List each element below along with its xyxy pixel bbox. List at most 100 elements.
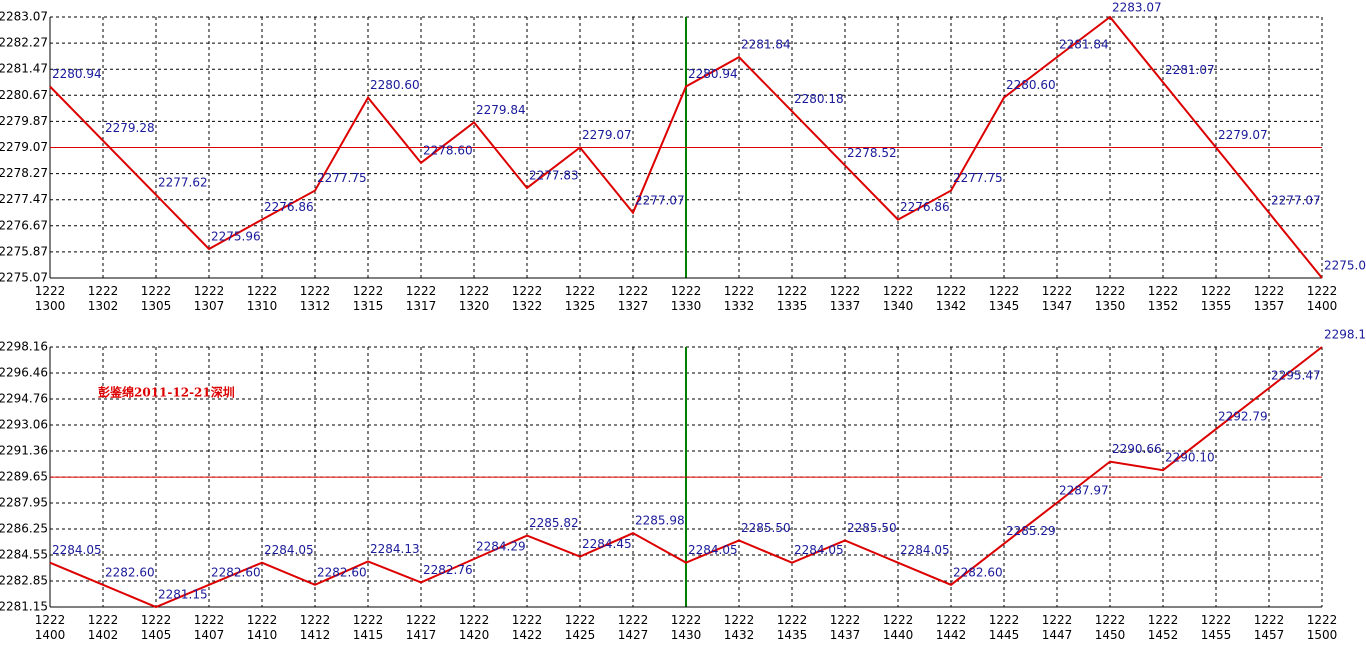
x-tick-label: 1222 1422 — [511, 613, 543, 642]
data-label: 2280.60 — [370, 78, 420, 92]
x-tick-label: 1222 1327 — [617, 284, 649, 313]
data-label: 2290.10 — [1165, 451, 1215, 465]
data-label: 2290.66 — [1112, 442, 1162, 456]
y-tick-label: 2280.67 — [0, 88, 48, 102]
data-label: 2277.07 — [635, 193, 685, 207]
x-tick-label: 1222 1417 — [405, 613, 437, 642]
x-tick-label: 1222 1405 — [140, 613, 172, 642]
data-label: 2285.50 — [847, 521, 897, 535]
annotation: 彭鉴绵2011-12-21深圳 — [98, 385, 235, 400]
x-tick-label: 1222 1357 — [1253, 284, 1285, 313]
x-tick-label: 1222 1450 — [1094, 613, 1126, 642]
data-label: 2282.76 — [423, 563, 473, 577]
y-tick-label: 2275.87 — [0, 244, 48, 258]
x-tick-label: 1222 1427 — [617, 613, 649, 642]
x-tick-label: 1222 1400 — [1306, 284, 1338, 313]
x-tick-label: 1222 1445 — [988, 613, 1020, 642]
data-label: 2295.47 — [1271, 369, 1321, 383]
data-label: 2285.29 — [1006, 524, 1056, 538]
data-label: 2298.16 — [1324, 328, 1366, 342]
data-label: 2282.60 — [211, 565, 261, 579]
x-tick-label: 1222 1457 — [1253, 613, 1285, 642]
x-tick-label: 1222 1300 — [34, 284, 66, 313]
x-tick-label: 1222 1352 — [1147, 284, 1179, 313]
data-label: 2277.07 — [1271, 193, 1321, 207]
y-tick-label: 2276.67 — [0, 218, 48, 232]
x-tick-label: 1222 1305 — [140, 284, 172, 313]
data-label: 2285.98 — [635, 514, 685, 528]
x-tick-label: 1222 1325 — [564, 284, 596, 313]
data-label: 2283.07 — [1112, 1, 1162, 15]
data-label: 2281.15 — [158, 588, 208, 602]
x-tick-label: 1222 1412 — [299, 613, 331, 642]
x-tick-label: 1222 1442 — [935, 613, 967, 642]
data-label: 2278.60 — [423, 143, 473, 157]
data-label: 2292.79 — [1218, 410, 1268, 424]
y-tick-label: 2294.76 — [0, 391, 48, 405]
data-label: 2284.29 — [476, 540, 526, 554]
x-tick-label: 1222 1320 — [458, 284, 490, 313]
data-label: 2275.07 — [1324, 259, 1366, 273]
x-tick-label: 1222 1315 — [352, 284, 384, 313]
x-tick-label: 1222 1435 — [776, 613, 808, 642]
x-tick-label: 1222 1407 — [193, 613, 225, 642]
data-label: 2278.52 — [847, 146, 897, 160]
x-tick-label: 1222 1437 — [829, 613, 861, 642]
data-label: 2284.05 — [688, 543, 738, 557]
x-tick-label: 1222 1307 — [193, 284, 225, 313]
x-tick-label: 1222 1500 — [1306, 613, 1338, 642]
data-label: 2284.05 — [794, 543, 844, 557]
y-tick-label: 2282.85 — [0, 574, 48, 588]
data-label: 2279.28 — [105, 121, 155, 135]
data-label: 2284.05 — [52, 543, 102, 557]
data-label: 2281.84 — [1059, 38, 1109, 52]
data-label: 2279.84 — [476, 103, 526, 117]
data-label: 2284.13 — [370, 542, 420, 556]
x-tick-label: 1222 1440 — [882, 613, 914, 642]
data-label: 2280.94 — [688, 67, 738, 81]
y-tick-label: 2296.46 — [0, 365, 48, 379]
y-tick-label: 2287.95 — [0, 496, 48, 510]
y-tick-label: 2284.55 — [0, 548, 48, 562]
x-tick-label: 1222 1337 — [829, 284, 861, 313]
x-tick-label: 1222 1350 — [1094, 284, 1126, 313]
y-tick-label: 2279.07 — [0, 140, 48, 154]
x-tick-label: 1222 1430 — [670, 613, 702, 642]
x-tick-label: 1222 1432 — [723, 613, 755, 642]
x-tick-label: 1222 1420 — [458, 613, 490, 642]
y-tick-label: 2282.27 — [0, 36, 48, 50]
x-tick-label: 1222 1310 — [246, 284, 278, 313]
x-tick-label: 1222 1410 — [246, 613, 278, 642]
data-label: 2277.62 — [158, 175, 208, 189]
data-label: 2282.60 — [105, 565, 155, 579]
x-tick-label: 1222 1312 — [299, 284, 331, 313]
x-tick-label: 1222 1347 — [1041, 284, 1073, 313]
x-tick-label: 1222 1345 — [988, 284, 1020, 313]
data-label: 2282.60 — [953, 565, 1003, 579]
x-tick-label: 1222 1332 — [723, 284, 755, 313]
x-tick-label: 1222 1452 — [1147, 613, 1179, 642]
data-label: 2276.86 — [900, 200, 950, 214]
data-label: 2275.96 — [211, 229, 261, 243]
data-label: 2280.60 — [1006, 78, 1056, 92]
x-tick-label: 1222 1317 — [405, 284, 437, 313]
y-tick-label: 2293.06 — [0, 417, 48, 431]
x-tick-label: 1222 1400 — [34, 613, 66, 642]
data-label: 2285.50 — [741, 521, 791, 535]
data-label: 2277.83 — [529, 168, 579, 182]
data-line — [49, 15, 1323, 279]
y-tick-label: 2281.47 — [0, 62, 48, 76]
data-label: 2277.75 — [953, 171, 1003, 185]
x-tick-label: 1222 1402 — [87, 613, 119, 642]
x-tick-label: 1222 1322 — [511, 284, 543, 313]
data-label: 2281.84 — [741, 38, 791, 52]
x-tick-label: 1222 1447 — [1041, 613, 1073, 642]
x-tick-label: 1222 1330 — [670, 284, 702, 313]
data-label: 2280.94 — [52, 67, 102, 81]
data-label: 2284.45 — [582, 537, 632, 551]
data-label: 2284.05 — [264, 543, 314, 557]
data-label: 2281.07 — [1165, 63, 1215, 77]
y-tick-label: 2291.36 — [0, 443, 48, 457]
